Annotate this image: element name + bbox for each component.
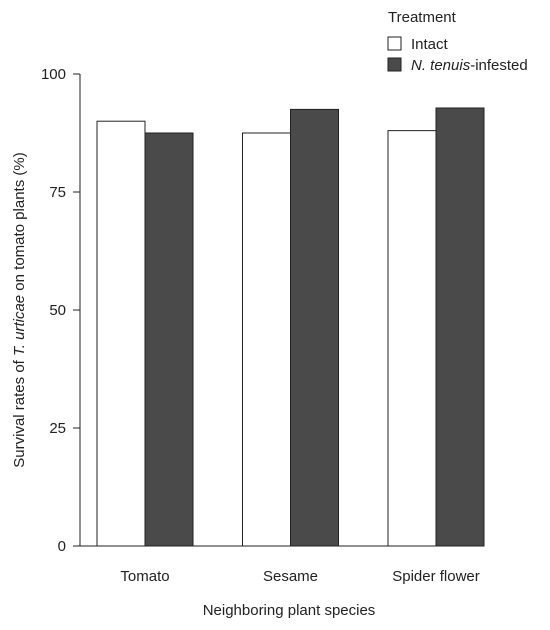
y-tick-label: 100 bbox=[41, 66, 66, 83]
y-tick-label: 0 bbox=[58, 538, 66, 555]
legend-title: Treatment bbox=[388, 9, 457, 26]
legend-swatch-intact bbox=[387, 36, 402, 51]
legend: Treatment Intact N. tenuis-infested bbox=[387, 9, 528, 74]
bar-sesame-infested bbox=[290, 108, 339, 547]
y-tick-label: 75 bbox=[49, 184, 66, 201]
x-tick-label: Spider flower bbox=[392, 568, 480, 585]
x-tick-label: Sesame bbox=[263, 568, 318, 585]
bar-tomato-intact bbox=[96, 120, 146, 547]
y-axis: 0 25 50 75 100 bbox=[41, 66, 81, 555]
legend-label-infested: N. tenuis-infested bbox=[411, 57, 528, 74]
x-tick-label: Tomato bbox=[120, 568, 169, 585]
bar-sesame-intact bbox=[242, 132, 291, 547]
x-axis: Tomato Sesame Spider flower bbox=[80, 545, 482, 585]
y-tick-label: 50 bbox=[49, 302, 66, 319]
bars bbox=[96, 107, 485, 547]
x-axis-title: Neighboring plant species bbox=[203, 602, 376, 619]
legend-swatch-infested bbox=[387, 57, 402, 72]
bar-tomato-infested bbox=[144, 132, 194, 547]
bar-spider-flower-intact bbox=[387, 130, 437, 547]
y-tick-label: 25 bbox=[49, 420, 66, 437]
legend-label-intact: Intact bbox=[411, 36, 449, 53]
bar-spider-flower-infested bbox=[435, 107, 485, 547]
y-axis-title: Survival rates of T. urticae on tomato p… bbox=[11, 152, 28, 467]
